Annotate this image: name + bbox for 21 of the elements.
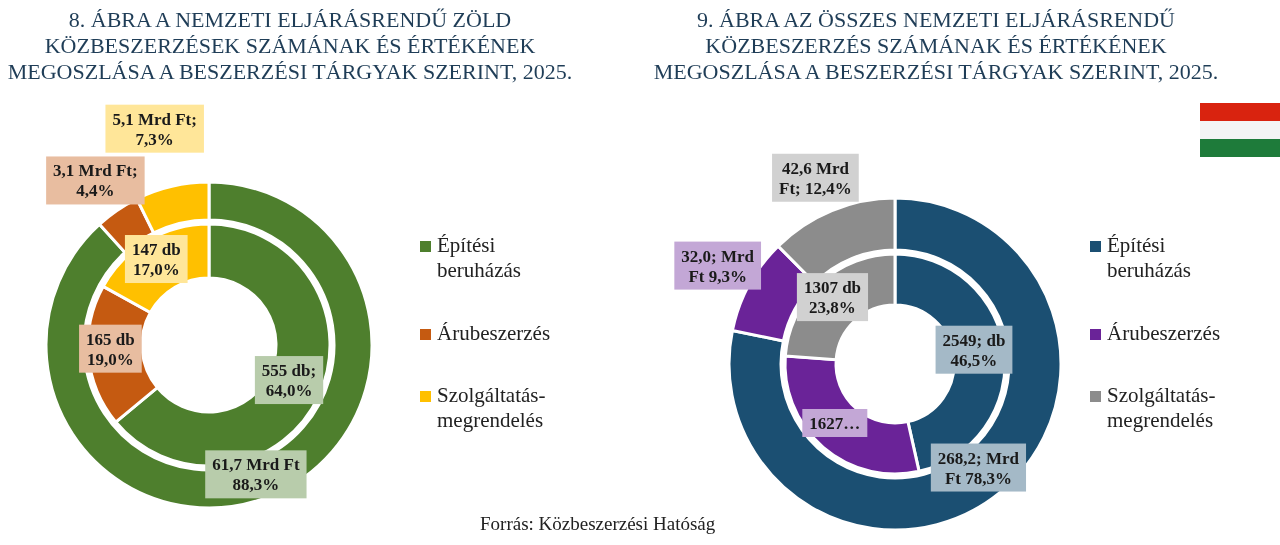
data-label: 61,7 Mrd Ft 88,3% xyxy=(212,455,300,495)
data-label: 165 db 19,0% xyxy=(86,329,135,369)
data-label: 5,1 Mrd Ft; 7,3% xyxy=(112,109,197,149)
legend-label: Építési beruházás xyxy=(1107,233,1192,283)
legend-label: Szolgáltatás-megrendelés xyxy=(437,383,547,433)
legend-label: Árubeszerzés xyxy=(437,320,552,346)
data-label: 1307 db 23,8% xyxy=(803,278,862,318)
data-label: 32,0; Mrd Ft 9,3% xyxy=(681,246,755,286)
legend-label: Árubeszerzés xyxy=(1107,320,1222,346)
data-label: 42,6 Mrd Ft; 12,4% xyxy=(779,158,852,198)
legend-label: Építési beruházás xyxy=(437,233,522,283)
chart-title: 9. ÁBRA AZ ÖSSZES NEMZETI ELJÁRÁSRENDŰ KÖZBESZERZÉS SZÁMÁNAK ÉS ÉRTÉKÉNEK MEGOSZLÁSA A BESZERZÉSI TÁRGYAK SZERINT, 2025. xyxy=(652,7,1220,85)
data-label: 1627… xyxy=(809,413,861,433)
data-label: 147 db 17,0% xyxy=(131,240,181,280)
data-label: 3,1 Mrd Ft; 4,4% xyxy=(53,161,138,201)
data-label: 2549; db 46,5% xyxy=(942,330,1006,370)
chart-title: 8. ÁBRA A NEMZETI ELJÁRÁSRENDŰ ZÖLD KÖZBESZERZÉSEK SZÁMÁNAK ÉS ÉRTÉKÉNEK MEGOSZLÁSA A BESZERZÉSI TÁRGYAK SZERINT, 2025. xyxy=(6,7,574,85)
legend-label: Szolgáltatás-megrendelés xyxy=(1107,383,1217,433)
text: Forrás: Közbeszerzési Hatóság xyxy=(480,512,716,536)
data-label: 268,2; Mrd Ft 78,3% xyxy=(937,448,1020,488)
data-label: 555 db; 64,0% xyxy=(261,361,317,401)
